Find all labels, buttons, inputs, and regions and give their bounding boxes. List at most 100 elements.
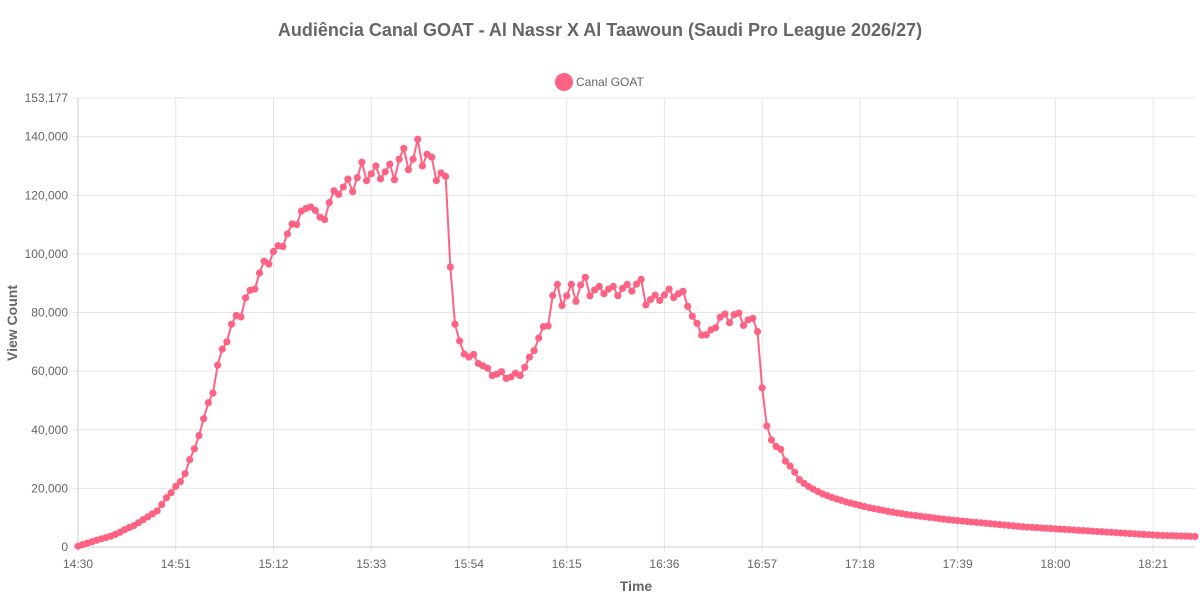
data-point[interactable]	[767, 436, 776, 444]
data-point[interactable]	[404, 166, 413, 174]
data-point[interactable]	[279, 242, 287, 251]
data-point[interactable]	[1191, 532, 1199, 541]
data-point[interactable]	[181, 470, 189, 478]
data-point[interactable]	[283, 230, 292, 238]
data-point[interactable]	[209, 389, 217, 397]
data-point[interactable]	[544, 322, 552, 330]
data-point[interactable]	[367, 170, 375, 178]
data-point[interactable]	[204, 399, 212, 407]
data-point[interactable]	[353, 174, 361, 182]
data-point[interactable]	[335, 190, 343, 198]
data-point[interactable]	[563, 292, 571, 300]
data-point[interactable]	[381, 168, 389, 176]
data-point[interactable]	[344, 175, 352, 183]
data-point[interactable]	[241, 294, 250, 302]
data-point[interactable]	[577, 281, 585, 289]
data-point[interactable]	[167, 489, 175, 497]
data-point[interactable]	[781, 457, 790, 465]
data-point[interactable]	[632, 280, 641, 288]
data-point[interactable]	[739, 321, 748, 329]
data-point[interactable]	[372, 162, 380, 170]
data-point[interactable]	[414, 135, 422, 143]
data-point[interactable]	[214, 361, 222, 369]
data-point[interactable]	[600, 290, 608, 298]
data-point[interactable]	[195, 432, 203, 440]
data-point[interactable]	[553, 280, 561, 288]
data-point[interactable]	[325, 198, 333, 207]
data-point[interactable]	[339, 183, 347, 191]
data-point[interactable]	[470, 350, 478, 359]
data-point[interactable]	[749, 314, 757, 322]
data-point[interactable]	[735, 309, 743, 317]
data-point[interactable]	[702, 331, 710, 339]
data-point[interactable]	[642, 301, 650, 309]
data-point[interactable]	[418, 162, 427, 170]
data-point[interactable]	[777, 445, 785, 453]
data-point[interactable]	[265, 260, 273, 268]
data-point[interactable]	[321, 215, 329, 224]
data-point[interactable]	[400, 144, 408, 152]
data-point[interactable]	[237, 313, 245, 321]
data-point[interactable]	[456, 337, 464, 345]
data-point[interactable]	[725, 319, 734, 327]
data-point[interactable]	[535, 334, 543, 342]
data-point[interactable]	[637, 275, 645, 283]
data-point[interactable]	[153, 507, 161, 515]
data-point[interactable]	[172, 482, 180, 490]
data-point[interactable]	[521, 363, 529, 371]
data-point[interactable]	[721, 310, 729, 318]
data-point[interactable]	[786, 462, 794, 470]
data-point[interactable]	[251, 285, 259, 293]
data-point[interactable]	[428, 153, 436, 161]
data-point[interactable]	[227, 320, 236, 328]
data-point[interactable]	[162, 494, 171, 502]
data-point[interactable]	[200, 415, 208, 423]
data-point[interactable]	[362, 176, 371, 185]
data-point[interactable]	[442, 172, 450, 181]
data-point[interactable]	[684, 302, 692, 310]
data-point[interactable]	[656, 296, 664, 305]
data-point[interactable]	[483, 364, 492, 372]
data-point[interactable]	[432, 176, 440, 185]
data-point[interactable]	[255, 269, 264, 277]
data-point[interactable]	[218, 345, 226, 353]
data-point[interactable]	[572, 297, 580, 305]
data-point[interactable]	[395, 155, 403, 163]
data-point[interactable]	[660, 291, 669, 299]
data-point[interactable]	[679, 287, 687, 295]
data-point[interactable]	[190, 445, 198, 453]
data-point[interactable]	[623, 280, 631, 288]
data-point[interactable]	[586, 292, 594, 300]
data-point[interactable]	[390, 176, 399, 184]
data-point[interactable]	[311, 206, 319, 215]
data-point[interactable]	[349, 188, 357, 196]
data-point[interactable]	[186, 456, 194, 464]
data-point[interactable]	[628, 287, 636, 295]
data-point[interactable]	[386, 160, 394, 168]
data-point[interactable]	[530, 347, 538, 355]
data-point[interactable]	[409, 155, 417, 163]
data-point[interactable]	[712, 324, 720, 332]
data-point[interactable]	[525, 353, 534, 361]
data-point[interactable]	[665, 285, 673, 293]
data-point[interactable]	[497, 368, 506, 376]
data-point[interactable]	[567, 280, 575, 288]
data-point[interactable]	[758, 384, 766, 392]
data-point[interactable]	[595, 282, 603, 291]
data-point[interactable]	[376, 175, 385, 183]
data-point[interactable]	[651, 291, 659, 299]
data-point[interactable]	[558, 301, 566, 310]
data-point[interactable]	[609, 282, 617, 291]
data-point[interactable]	[176, 478, 184, 486]
data-point[interactable]	[451, 320, 459, 328]
data-point[interactable]	[581, 273, 589, 281]
data-point[interactable]	[446, 263, 454, 271]
data-point[interactable]	[614, 292, 622, 300]
data-point[interactable]	[158, 500, 166, 509]
data-point[interactable]	[693, 319, 701, 327]
data-point[interactable]	[646, 296, 655, 304]
data-point[interactable]	[763, 422, 771, 430]
data-point[interactable]	[688, 312, 696, 320]
data-point[interactable]	[293, 220, 301, 229]
data-point[interactable]	[223, 338, 231, 346]
